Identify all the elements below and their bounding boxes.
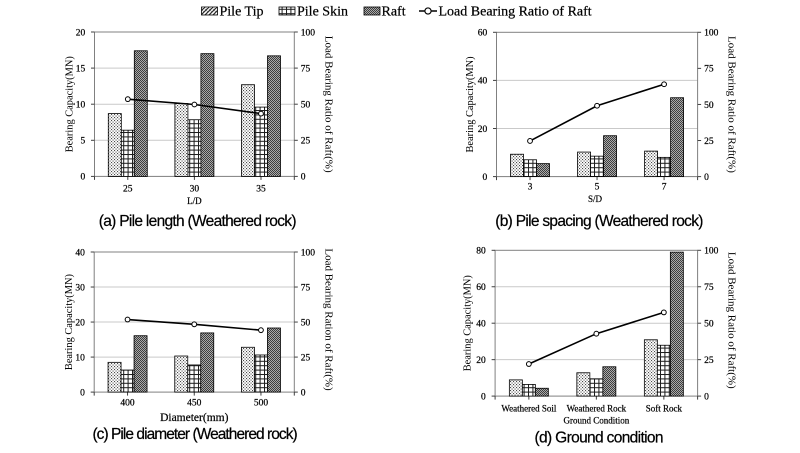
svg-text:Diameter(mm): Diameter(mm) [160,412,229,424]
svg-text:500: 500 [254,398,269,408]
svg-text:Pile Tip: Pile Tip [220,5,264,20]
svg-text:50: 50 [301,318,311,328]
svg-text:20: 20 [75,318,85,328]
svg-text:20: 20 [76,28,86,38]
svg-text:Bearing Capacity(MN): Bearing Capacity(MN) [64,274,75,370]
svg-text:L/D: L/D [187,196,202,206]
svg-text:40: 40 [478,77,488,87]
svg-text:0: 0 [704,392,709,402]
svg-text:20: 20 [478,125,488,135]
svg-text:100: 100 [301,28,316,38]
svg-text:(d) Ground condition: (d) Ground condition [535,430,663,447]
svg-text:0: 0 [481,392,486,402]
svg-text:(c) Pile diameter (Weathered: (c) Pile diameter (Weathered rock) [92,426,297,443]
svg-text:Bearing Capacity(MN): Bearing Capacity(MN) [465,56,476,152]
svg-text:7: 7 [662,183,667,193]
svg-text:40: 40 [476,320,486,330]
svg-text:30: 30 [190,184,200,194]
svg-text:10: 10 [76,101,86,111]
svg-text:(b) Pile spacing (Weathered r: (b) Pile spacing (Weathered rock) [495,213,703,230]
svg-text:0: 0 [301,388,306,398]
svg-text:50: 50 [301,101,311,111]
svg-text:0: 0 [482,173,487,183]
svg-text:Raft: Raft [382,5,406,20]
svg-text:0: 0 [301,173,306,183]
svg-text:75: 75 [704,283,714,293]
svg-text:3: 3 [528,183,533,193]
svg-text:40: 40 [75,248,85,258]
svg-text:0: 0 [80,388,85,398]
svg-text:450: 450 [187,398,202,408]
svg-text:15: 15 [76,64,86,74]
svg-text:60: 60 [476,283,486,293]
svg-text:Pile Skin: Pile Skin [297,5,348,20]
svg-text:50: 50 [704,101,714,111]
svg-text:80: 80 [476,247,486,257]
svg-text:100: 100 [301,248,316,258]
svg-text:100: 100 [704,29,719,39]
svg-text:5: 5 [595,183,600,193]
svg-text:Load Bearing Ratio of Raft(%): Load Bearing Ratio of Raft(%) [322,36,334,173]
svg-text:25: 25 [704,137,714,147]
svg-text:20: 20 [476,356,486,366]
svg-text:Load Bearing Ratio of Raft(%): Load Bearing Ratio of Raft(%) [726,36,738,173]
svg-text:10: 10 [75,353,85,363]
svg-text:Weathered Rock: Weathered Rock [567,404,627,414]
svg-text:75: 75 [301,64,311,74]
svg-text:30: 30 [75,283,85,293]
svg-text:0: 0 [80,173,85,183]
svg-text:400: 400 [120,398,135,408]
svg-text:Bearing Capacity(MN): Bearing Capacity(MN) [65,56,76,152]
svg-text:Bearing Capacity(MN): Bearing Capacity(MN) [463,275,474,371]
svg-text:60: 60 [478,29,488,39]
svg-text:25: 25 [704,356,714,366]
svg-text:(a) Pile length (Weathered ro: (a) Pile length (Weathered rock) [99,213,297,230]
svg-text:Soft Rock: Soft Rock [646,404,683,414]
svg-text:25: 25 [301,353,311,363]
svg-text:Weathered Soil: Weathered Soil [501,404,557,414]
svg-text:Load Bearing Ratio of Raft(%): Load Bearing Ratio of Raft(%) [726,252,738,389]
svg-text:35: 35 [256,184,266,194]
svg-text:Load Bearing Ration of Raft(%): Load Bearing Ration of Raft(%) [322,248,334,391]
svg-text:50: 50 [704,320,714,330]
svg-text:25: 25 [301,137,311,147]
svg-text:Ground Condition: Ground Condition [563,415,629,425]
svg-text:100: 100 [704,247,719,257]
svg-text:Load Bearing Ratio of Raft: Load Bearing Ratio of Raft [439,5,592,20]
svg-text:75: 75 [704,65,714,75]
svg-text:0: 0 [704,173,709,183]
svg-text:25: 25 [123,184,133,194]
svg-text:5: 5 [80,137,85,147]
svg-text:S/D: S/D [588,194,603,204]
svg-text:75: 75 [301,283,311,293]
